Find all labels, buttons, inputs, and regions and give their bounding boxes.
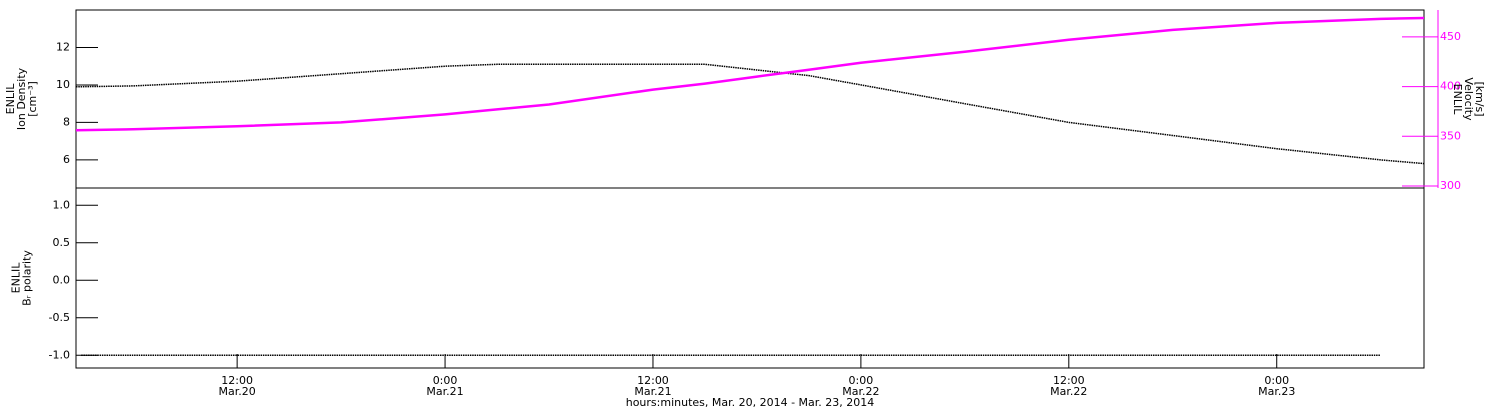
y-tick-label: 0.5	[53, 236, 71, 249]
y2-tick-label: 400	[1440, 80, 1461, 93]
x-tick-date: Mar.21	[634, 385, 671, 398]
x-axis-label: hours:minutes, Mar. 20, 2014 - Mar. 23, …	[626, 396, 875, 409]
y-tick-label: 1.0	[53, 198, 71, 211]
y2-tick-label: 300	[1440, 179, 1461, 192]
x-tick-label: 12:00	[221, 374, 253, 387]
y-axis-label: Bᵣ polarity	[21, 250, 34, 306]
x-tick-date: Mar.22	[1050, 385, 1087, 398]
data-line	[75, 63, 1425, 165]
y2-axis-label: ENLIL	[1451, 84, 1464, 116]
x-tick-label: 12:00	[1053, 374, 1085, 387]
y2-axis-label: [km/s]	[1473, 81, 1486, 116]
y-tick-label: 6	[63, 153, 70, 166]
y-tick-label: 10	[56, 78, 70, 91]
x-tick-label: 0:00	[433, 374, 458, 387]
y-tick-label: -0.5	[49, 311, 70, 324]
y-tick-label: 0.0	[53, 273, 71, 286]
top-panel-frame	[75, 9, 1425, 189]
y-tick-label: 12	[56, 40, 70, 53]
y-axis-label: ENLIL	[10, 262, 23, 294]
x-tick-date: Mar.21	[426, 385, 463, 398]
x-tick-label: 12:00	[637, 374, 669, 387]
x-tick-date: Mar.23	[1258, 385, 1295, 398]
y-tick-label: 8	[63, 115, 70, 128]
x-tick-date: Mar.22	[842, 385, 879, 398]
y2-tick-label: 350	[1440, 129, 1461, 142]
y-axis-label: Ion Density	[15, 67, 28, 130]
x-tick-label: 0:00	[1264, 374, 1289, 387]
y-axis-label: [cm⁻³]	[26, 81, 39, 117]
y2-axis-label: Velocity	[1462, 77, 1475, 121]
x-tick-date: Mar.20	[219, 385, 256, 398]
y-tick-label: -1.0	[49, 348, 70, 361]
x-tick-label: 0:00	[849, 374, 874, 387]
bottom-panel-frame	[75, 187, 1425, 369]
y2-tick-label: 450	[1440, 30, 1461, 43]
y-axis-label: ENLIL	[4, 83, 17, 115]
data-line	[75, 16, 1425, 132]
